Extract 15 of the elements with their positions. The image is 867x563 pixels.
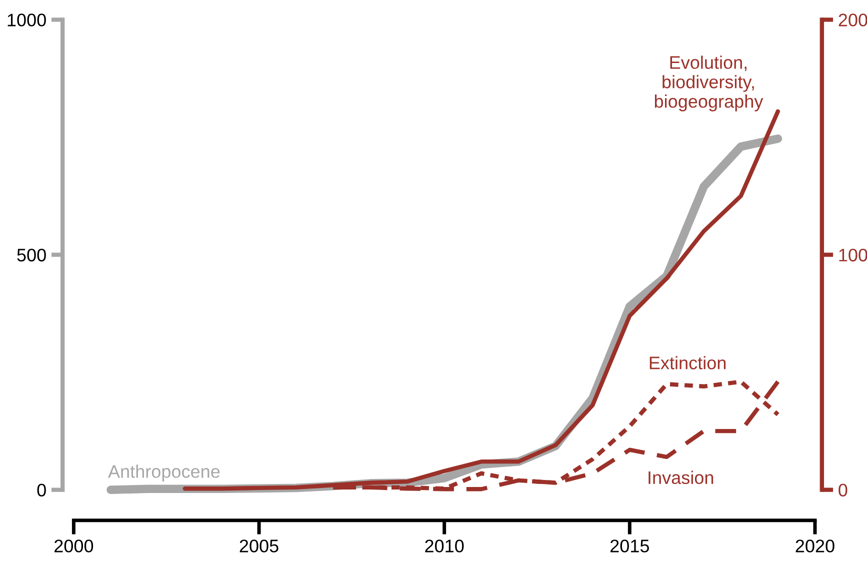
x-tick-label: 2000 [54, 540, 94, 552]
series-label: Invasion [648, 470, 714, 484]
y2-tick-label: 200 [838, 14, 867, 26]
y2-tick-label: 0 [838, 484, 848, 497]
y2-tick-label: 100 [839, 248, 867, 262]
y-tick-label: 0 [37, 484, 46, 497]
x-tick-label: 2005 [240, 540, 278, 552]
x-tick-label: 2020 [796, 540, 834, 552]
y-tick-label: 1000 [8, 14, 46, 26]
series-label: Anthropocene [108, 464, 220, 482]
series-label: Evolution, biodiversity, biogeography [654, 56, 764, 112]
y-tick-label: 500 [17, 248, 46, 262]
x-tick-label: 2010 [425, 540, 464, 552]
x-tick-label: 2015 [610, 540, 649, 552]
series-label: Extinction [650, 356, 726, 370]
